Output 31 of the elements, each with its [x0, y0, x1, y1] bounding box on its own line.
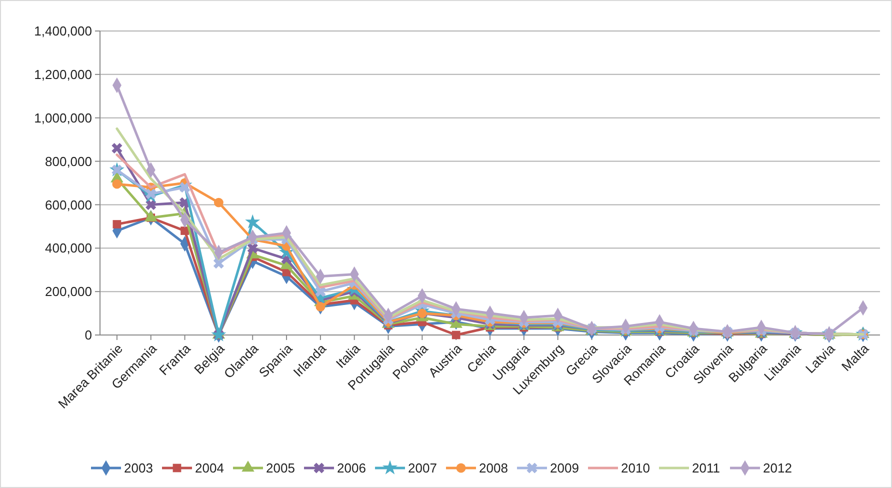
- y-tick-label: 1,400,000: [34, 24, 92, 39]
- point: [112, 220, 122, 228]
- y-tick-label: 400,000: [45, 240, 92, 256]
- legend-label: 2007: [408, 460, 437, 476]
- point: [214, 198, 224, 208]
- legend-label: 2006: [337, 460, 366, 476]
- point: [146, 188, 156, 200]
- legend-label: 2008: [479, 460, 508, 476]
- point: [211, 327, 226, 342]
- legend-label: 2004: [195, 460, 224, 476]
- point: [213, 258, 224, 269]
- y-tick-label: 800,000: [45, 154, 92, 169]
- legend-label: 2011: [692, 460, 720, 476]
- y-tick-label: 200,000: [45, 284, 92, 300]
- y-tick-label: 600,000: [45, 197, 92, 212]
- legend-label: 2010: [621, 460, 650, 476]
- y-tick-label: 1,200,000: [34, 66, 92, 82]
- legend-label: 2009: [550, 460, 579, 476]
- point: [245, 214, 260, 228]
- point: [247, 242, 258, 254]
- y-tick-label: 0: [84, 328, 92, 343]
- point: [316, 302, 326, 312]
- legend-label: 2012: [763, 460, 792, 476]
- y-tick-label: 1,000,000: [34, 110, 92, 126]
- point: [452, 330, 460, 340]
- legend-label: 2003: [124, 460, 153, 476]
- legend-label: 2005: [266, 460, 295, 476]
- point: [112, 179, 122, 189]
- point: [315, 286, 326, 297]
- point: [146, 199, 156, 210]
- point: [112, 142, 122, 154]
